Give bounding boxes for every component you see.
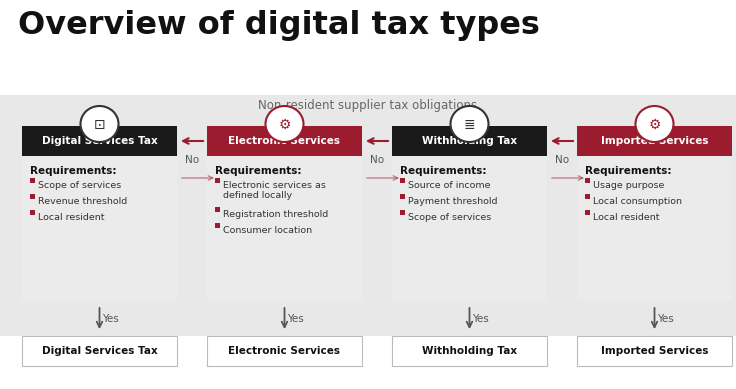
FancyBboxPatch shape — [400, 210, 405, 215]
Ellipse shape — [80, 106, 118, 142]
FancyBboxPatch shape — [22, 336, 177, 366]
FancyBboxPatch shape — [577, 126, 732, 156]
Text: Requirements:: Requirements: — [30, 166, 116, 176]
Text: Withholding Tax: Withholding Tax — [422, 136, 517, 146]
FancyBboxPatch shape — [577, 336, 732, 366]
FancyBboxPatch shape — [30, 194, 35, 199]
Ellipse shape — [450, 106, 489, 142]
FancyBboxPatch shape — [22, 126, 177, 301]
FancyBboxPatch shape — [400, 178, 405, 183]
Text: Yes: Yes — [102, 314, 119, 324]
Text: Local consumption: Local consumption — [593, 197, 682, 206]
Text: Local resident: Local resident — [593, 213, 659, 222]
FancyBboxPatch shape — [207, 336, 362, 366]
Text: Registration threshold: Registration threshold — [223, 210, 328, 219]
Text: Yes: Yes — [657, 314, 674, 324]
Text: No: No — [185, 155, 199, 165]
Text: ⊡: ⊡ — [93, 118, 105, 132]
Text: Overview of digital tax types: Overview of digital tax types — [18, 10, 540, 41]
Text: No: No — [555, 155, 569, 165]
Text: Imported Services: Imported Services — [601, 346, 708, 356]
Text: Electronic Services: Electronic Services — [228, 136, 341, 146]
FancyBboxPatch shape — [392, 336, 547, 366]
Text: Requirements:: Requirements: — [215, 166, 302, 176]
Text: ≣: ≣ — [464, 118, 475, 132]
Text: Usage purpose: Usage purpose — [593, 181, 665, 190]
Text: Electronic services as
defined locally: Electronic services as defined locally — [223, 181, 326, 200]
FancyBboxPatch shape — [392, 126, 547, 301]
Text: ⚙: ⚙ — [648, 118, 661, 132]
Text: Consumer location: Consumer location — [223, 226, 312, 235]
FancyBboxPatch shape — [585, 194, 590, 199]
FancyBboxPatch shape — [577, 126, 732, 301]
Text: Withholding Tax: Withholding Tax — [422, 346, 517, 356]
Text: Requirements:: Requirements: — [400, 166, 486, 176]
Text: No: No — [370, 155, 384, 165]
FancyBboxPatch shape — [585, 178, 590, 183]
FancyBboxPatch shape — [30, 178, 35, 183]
Text: Revenue threshold: Revenue threshold — [38, 197, 127, 206]
Ellipse shape — [635, 106, 673, 142]
Text: Imported Services: Imported Services — [601, 136, 708, 146]
Text: Non-resident supplier tax obligations: Non-resident supplier tax obligations — [258, 98, 478, 112]
Text: Payment threshold: Payment threshold — [408, 197, 498, 206]
Text: Electronic Services: Electronic Services — [228, 346, 341, 356]
FancyBboxPatch shape — [400, 194, 405, 199]
FancyBboxPatch shape — [22, 126, 177, 156]
FancyBboxPatch shape — [30, 210, 35, 215]
Text: Yes: Yes — [473, 314, 489, 324]
Text: Scope of services: Scope of services — [408, 213, 491, 222]
Text: Digital Services Tax: Digital Services Tax — [42, 346, 158, 356]
Text: Digital Services Tax: Digital Services Tax — [42, 136, 158, 146]
Text: Source of income: Source of income — [408, 181, 490, 190]
Text: Requirements:: Requirements: — [585, 166, 671, 176]
Ellipse shape — [266, 106, 303, 142]
FancyBboxPatch shape — [585, 210, 590, 215]
FancyBboxPatch shape — [207, 126, 362, 156]
FancyBboxPatch shape — [215, 207, 220, 212]
Text: Scope of services: Scope of services — [38, 181, 121, 190]
FancyBboxPatch shape — [207, 126, 362, 301]
Text: Local resident: Local resident — [38, 213, 105, 222]
FancyBboxPatch shape — [215, 223, 220, 228]
FancyBboxPatch shape — [392, 126, 547, 156]
FancyBboxPatch shape — [215, 178, 220, 183]
Text: Yes: Yes — [288, 314, 304, 324]
Text: ⚙: ⚙ — [278, 118, 291, 132]
FancyBboxPatch shape — [0, 95, 736, 336]
